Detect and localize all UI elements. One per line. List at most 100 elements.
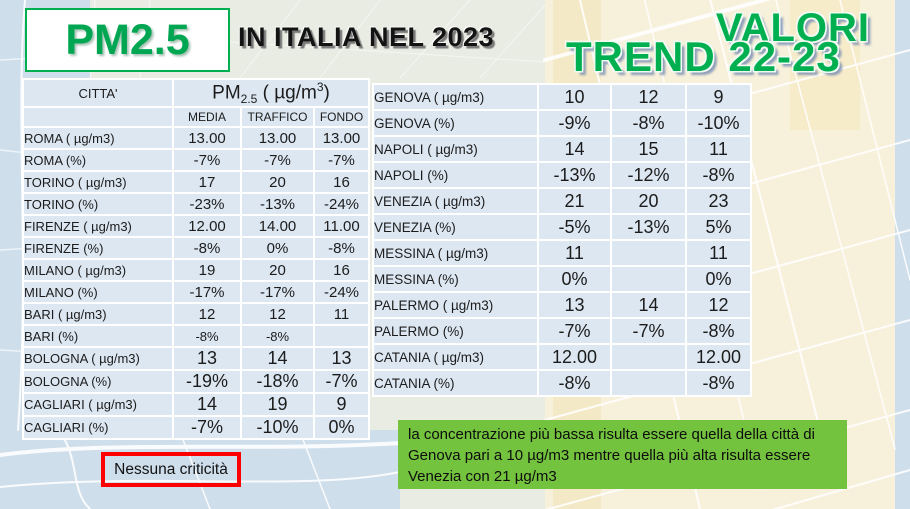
table-row: VENEZIA (%) -5% -13% 5% [372,213,752,241]
value-cell: 0% [537,265,612,293]
value-cell: -13% [610,213,687,241]
value-cell: -7% [610,317,687,345]
value-cell: -17% [172,280,242,305]
value-cell: -8% [685,369,752,397]
value-cell: -8% [685,317,752,345]
city-label-cell: BARI ( µg/m3) [22,302,174,327]
table-row: CATANIA (%) -8% -8% [372,369,752,397]
table-row: MILANO ( µg/m3) 19 20 16 [22,258,370,283]
media-header: MEDIA [172,106,242,129]
table-row: TORINO ( µg/m3) 17 20 16 [22,170,370,195]
value-cell: 20 [610,187,687,215]
value-cell [610,239,687,267]
table-header-row: CITTA' PM2.5 ( µg/m3) [22,77,370,109]
city-label-cell: CATANIA ( µg/m3) [372,343,539,371]
table-subheader-row: MEDIA TRAFFICO FONDO [22,106,370,129]
city-label-cell: BOLOGNA ( µg/m3) [22,346,174,372]
table-row: VENEZIA ( µg/m3) 21 20 23 [372,187,752,215]
table-row: FIRENZE ( µg/m3) 12.00 14.00 11.00 [22,214,370,239]
city-label-cell: CAGLIARI ( µg/m3) [22,392,174,418]
value-cell: -10% [240,415,315,441]
city-label-cell: VENEZIA (%) [372,213,539,241]
city-label-cell: MESSINA ( µg/m3) [372,239,539,267]
value-cell: 14.00 [240,214,315,239]
value-cell: -13% [537,161,612,189]
city-label-cell: PALERMO ( µg/m3) [372,291,539,319]
city-label-cell: CATANIA (%) [372,369,539,397]
table-row: CAGLIARI (%) -7% -10% 0% [22,415,370,441]
fondo-header: FONDO [313,106,370,129]
value-cell: 13 [313,346,370,372]
city-label-cell: GENOVA ( µg/m3) [372,83,539,111]
value-cell [610,369,687,397]
value-cell: 10 [537,83,612,111]
value-cell: 17 [172,170,242,195]
value-cell: 13.00 [313,126,370,151]
value-cell: 0% [240,236,315,261]
value-cell: -10% [685,109,752,137]
value-cell: 12.00 [172,214,242,239]
city-label-cell: ROMA (%) [22,148,174,173]
table-row: CATANIA ( µg/m3) 12.00 12.00 [372,343,752,371]
table-row: ROMA (%) -7% -7% -7% [22,148,370,173]
value-cell: -7% [537,317,612,345]
value-cell: -7% [313,369,370,395]
pm-unit-header: PM2.5 ( µg/m3) [172,77,370,109]
value-cell: -18% [240,369,315,395]
value-cell: 11 [537,239,612,267]
table-row: NAPOLI ( µg/m3) 14 15 11 [372,135,752,163]
value-cell: 12 [240,302,315,327]
value-cell: 13 [172,346,242,372]
value-cell: 0% [313,415,370,441]
city-label-cell: CAGLIARI (%) [22,415,174,441]
criticality-note-box: Nessuna criticità [101,452,241,487]
value-cell: -8% [172,324,242,349]
criticality-note-label: Nessuna criticità [114,460,228,478]
pm-title: PM2.5 [65,15,190,64]
value-cell: -23% [172,192,242,217]
value-cell: 13.00 [172,126,242,151]
value-cell: -19% [172,369,242,395]
value-cell: 16 [313,258,370,283]
subtitle: IN ITALIA NEL 2023 [238,22,495,52]
value-cell: 12.00 [685,343,752,371]
value-cell: 14 [610,291,687,319]
city-label-cell: NAPOLI (%) [372,161,539,189]
valori-wordart: VALORI [715,6,870,50]
value-cell: -8% [172,236,242,261]
citta-header: CITTA' [22,77,174,109]
value-cell: 9 [685,83,752,111]
value-cell: 11 [685,135,752,163]
value-cell [610,265,687,293]
table-row: ROMA ( µg/m3) 13.00 13.00 13.00 [22,126,370,151]
value-cell: -7% [172,415,242,441]
city-label-cell: BARI (%) [22,324,174,349]
value-cell: -8% [537,369,612,397]
value-cell: -7% [240,148,315,173]
traffico-header: TRAFFICO [240,106,315,129]
city-label-cell: MESSINA (%) [372,265,539,293]
value-cell: -13% [240,192,315,217]
city-label-cell: FIRENZE ( µg/m3) [22,214,174,239]
value-cell: 16 [313,170,370,195]
value-cell: 19 [172,258,242,283]
trend-wordart: TREND 22-23 [566,33,841,80]
table-row: MESSINA ( µg/m3) 11 11 [372,239,752,267]
value-cell: 14 [537,135,612,163]
value-cell: 11 [685,239,752,267]
table-row: CAGLIARI ( µg/m3) 14 19 9 [22,392,370,418]
value-cell: -8% [240,324,315,349]
city-label-cell: GENOVA (%) [372,109,539,137]
value-cell: 20 [240,170,315,195]
value-cell: 19 [240,392,315,418]
value-cell: -8% [313,236,370,261]
table-row: BOLOGNA (%) -19% -18% -7% [22,369,370,395]
value-cell: 0% [685,265,752,293]
value-cell [313,324,370,349]
value-cell: 11.00 [313,214,370,239]
city-label-cell: TORINO (%) [22,192,174,217]
table-row: PALERMO ( µg/m3) 13 14 12 [372,291,752,319]
value-cell: -5% [537,213,612,241]
conclusion-text: la concentrazione più bassa risulta esse… [408,426,815,486]
city-label-cell: FIRENZE (%) [22,236,174,261]
